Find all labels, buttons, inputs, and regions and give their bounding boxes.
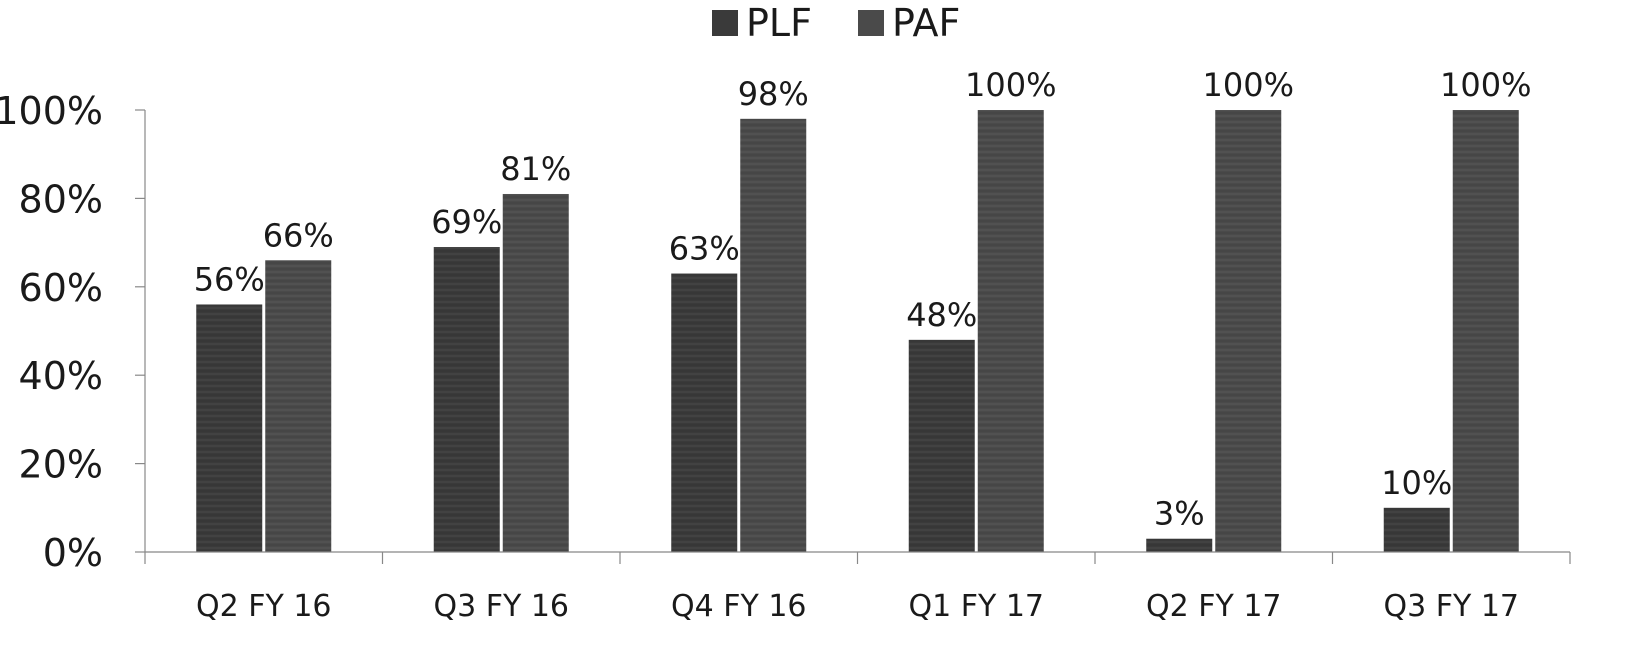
y-axis: 0% 20% 40% 60% 80% 100% [0,89,146,575]
y-tick-label: 80% [19,177,103,221]
y-tick-label: 20% [19,443,103,487]
bar-texture [908,339,975,552]
data-label-plf: 3% [1154,495,1205,533]
legend-swatch-paf [858,10,884,36]
y-tick-label: 60% [19,266,103,310]
data-label-plf: 69% [431,203,502,241]
bar-texture [433,247,500,552]
bar-texture [977,110,1044,552]
legend-swatch-plf [712,10,738,36]
x-tick-label: Q2 FY 17 [1146,589,1282,624]
y-tick-label: 40% [19,354,103,398]
x-tick-label: Q4 FY 16 [671,589,807,624]
data-label-paf: 100% [1440,66,1531,104]
bar-texture [671,273,738,552]
bars [196,110,1519,553]
bar-texture [265,260,332,552]
data-label-paf: 98% [738,75,809,113]
data-label-plf: 48% [906,296,977,334]
data-labels: 56% 66% 69% 81% 63% 98% 48% 100% 3% 100% 10% 100% [194,66,1532,533]
bar-texture [1452,110,1519,552]
data-label-paf: 66% [263,216,334,254]
bar-texture [740,118,807,552]
bar-texture [1146,538,1213,552]
legend-label-plf: PLF [746,1,812,45]
y-tick-label: 0% [43,531,103,575]
x-tick-label: Q3 FY 17 [1383,589,1519,624]
x-tick-label: Q2 FY 16 [196,589,332,624]
bar-texture [502,193,569,553]
data-label-paf: 81% [500,150,571,188]
x-axis: Q2 FY 16 Q3 FY 16 Q4 FY 16 Q1 FY 17 Q2 FY 17… [144,551,1571,624]
data-label-plf: 56% [194,260,265,298]
legend-label-paf: PAF [892,1,960,45]
y-tick-label: 100% [0,89,103,133]
data-label-paf: 100% [1203,66,1294,104]
data-label-paf: 100% [965,66,1056,104]
data-label-plf: 63% [669,230,740,268]
bar-texture [1383,507,1450,552]
data-label-plf: 10% [1381,464,1452,502]
x-tick-label: Q3 FY 16 [433,589,569,624]
bar-texture [1215,110,1282,552]
legend: PLF PAF [712,1,960,45]
bar-texture [196,304,263,552]
x-tick-label: Q1 FY 17 [908,589,1044,624]
